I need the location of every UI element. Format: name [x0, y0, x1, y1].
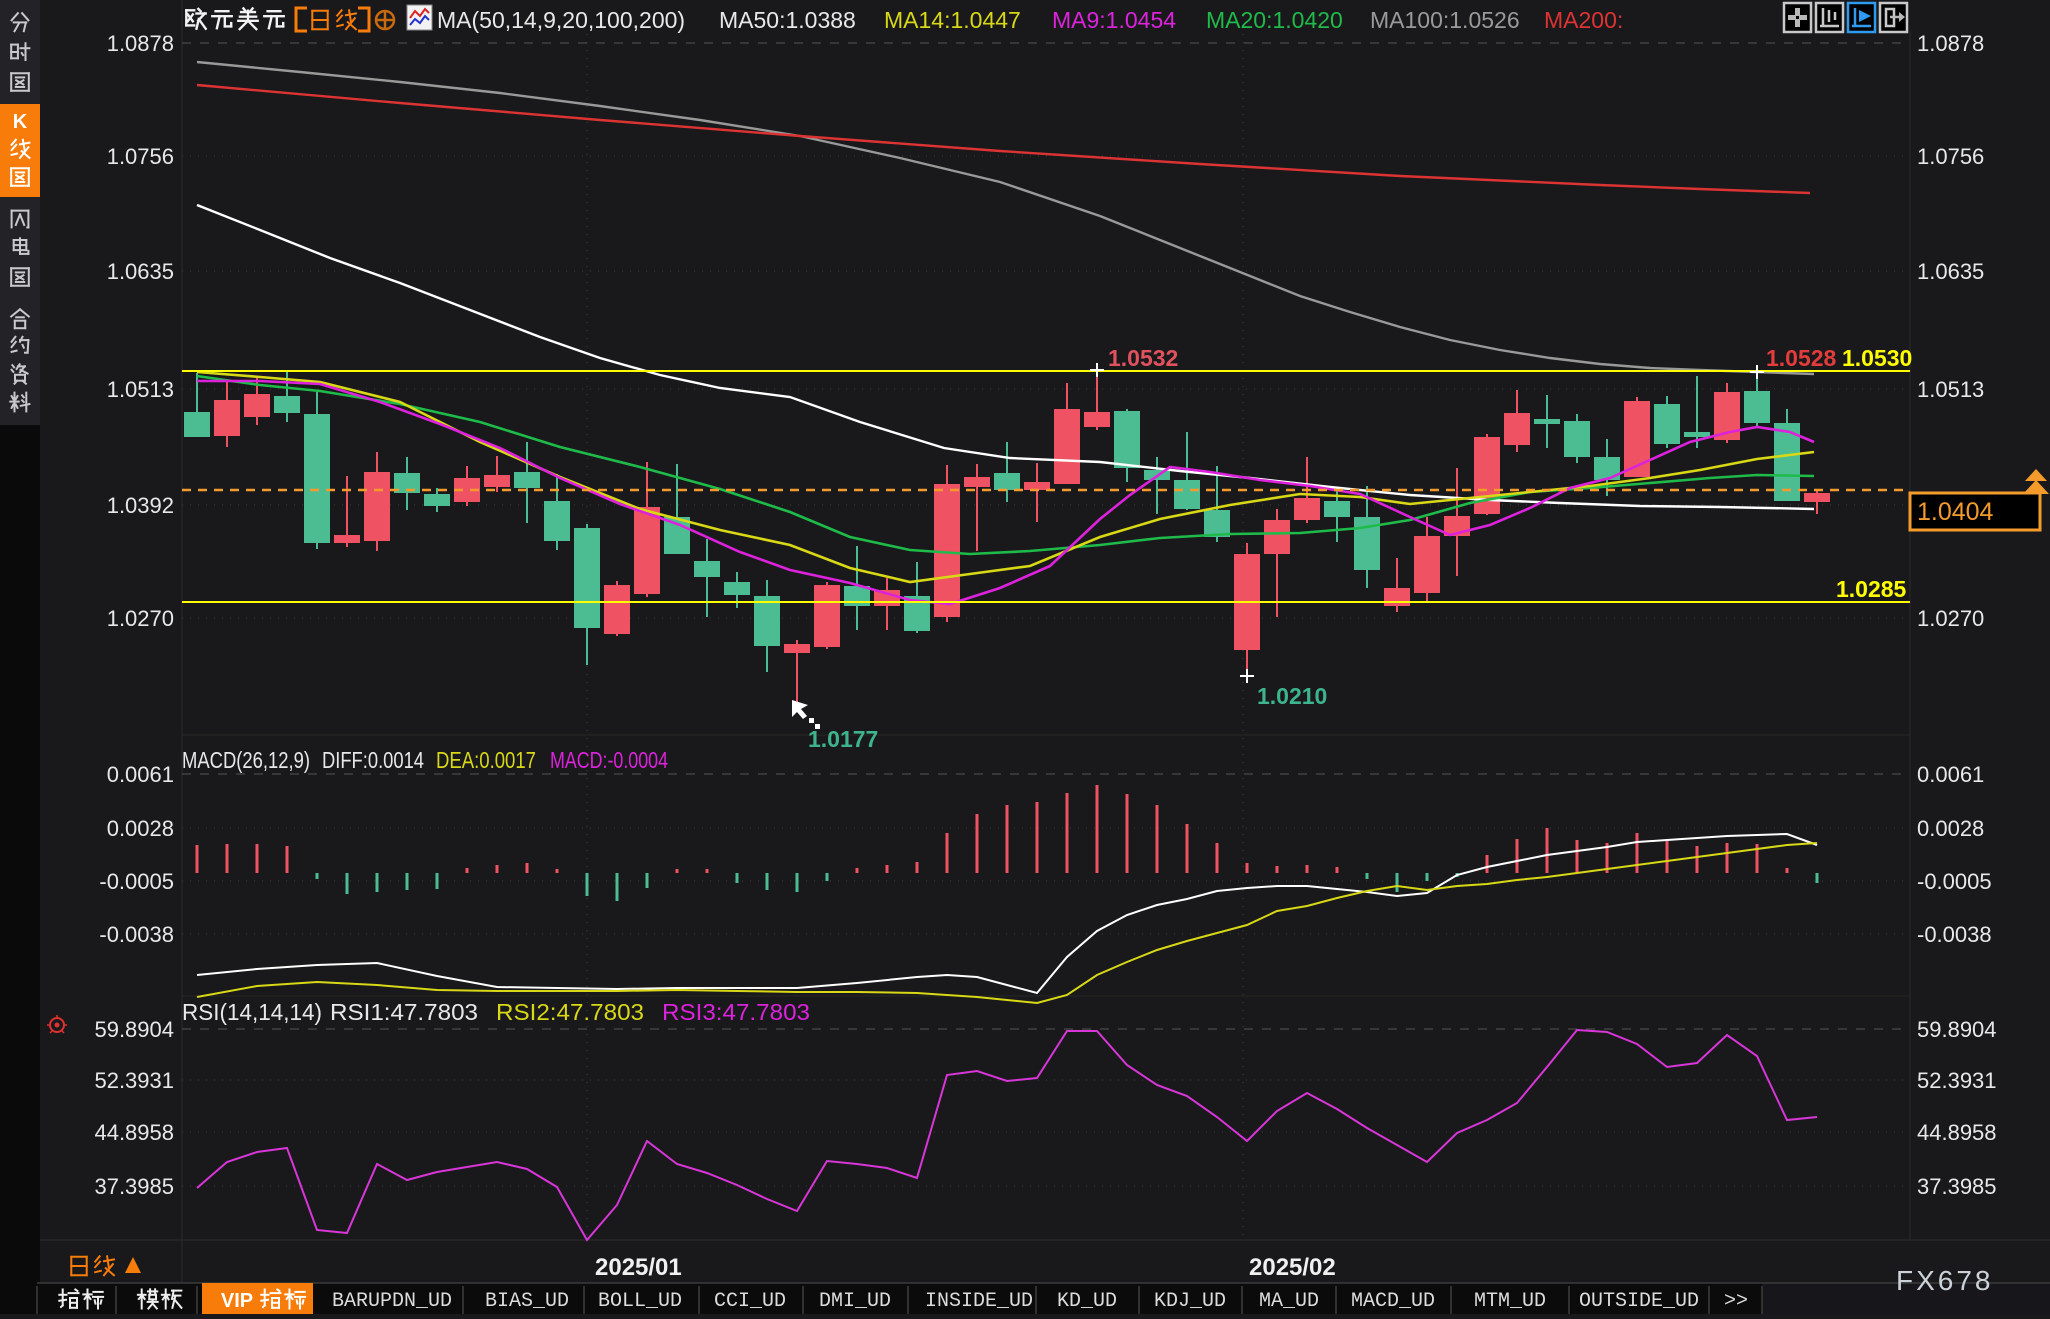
svg-text:1.0878: 1.0878	[1917, 31, 1984, 56]
svg-text:52.3931: 52.3931	[94, 1068, 174, 1093]
svg-text:FX678: FX678	[1896, 1265, 1994, 1296]
svg-text:1.0270: 1.0270	[107, 606, 174, 631]
svg-text:1.0756: 1.0756	[1917, 144, 1984, 169]
svg-text:VIP: VIP	[221, 1290, 253, 1312]
svg-text:59.8904: 59.8904	[94, 1017, 174, 1042]
svg-text:1.0285: 1.0285	[1836, 576, 1907, 602]
svg-text:MTM_UD: MTM_UD	[1474, 1290, 1546, 1313]
svg-text:DEA:0.0017: DEA:0.0017	[436, 747, 536, 773]
svg-text:MA_UD: MA_UD	[1259, 1290, 1319, 1313]
svg-text:BIAS_UD: BIAS_UD	[485, 1290, 569, 1313]
svg-text:44.8958: 44.8958	[1917, 1120, 1997, 1145]
svg-text:RSI1:47.7803: RSI1:47.7803	[330, 999, 478, 1025]
svg-text:OUTSIDE_UD: OUTSIDE_UD	[1579, 1290, 1699, 1313]
svg-text:RSI(14,14,14): RSI(14,14,14)	[182, 999, 322, 1025]
svg-text:1.0177: 1.0177	[808, 726, 878, 752]
svg-text:-0.0005: -0.0005	[1917, 869, 1992, 894]
svg-text:DIFF:0.0014: DIFF:0.0014	[322, 747, 424, 773]
svg-text:MA200:: MA200:	[1544, 7, 1623, 33]
svg-text:59.8904: 59.8904	[1917, 1017, 1997, 1042]
svg-text:52.3931: 52.3931	[1917, 1068, 1997, 1093]
svg-text:1.0404: 1.0404	[1917, 498, 1994, 526]
svg-text:1.0513: 1.0513	[107, 377, 174, 402]
svg-text:1.0210: 1.0210	[1257, 683, 1327, 709]
svg-text:0.0028: 0.0028	[1917, 816, 1984, 841]
svg-text:1.0392: 1.0392	[107, 493, 174, 518]
svg-text:37.3985: 37.3985	[1917, 1174, 1997, 1199]
svg-text:KDJ_UD: KDJ_UD	[1154, 1290, 1226, 1313]
svg-text:MA9:1.0454: MA9:1.0454	[1052, 7, 1176, 33]
svg-text:MACD(26,12,9): MACD(26,12,9)	[182, 747, 310, 773]
svg-text:37.3985: 37.3985	[94, 1174, 174, 1199]
svg-text:0.0061: 0.0061	[107, 762, 174, 787]
svg-text:0.0028: 0.0028	[107, 816, 174, 841]
svg-text:2025/01: 2025/01	[595, 1254, 682, 1281]
svg-text:-0.0038: -0.0038	[1917, 922, 1992, 947]
svg-text:BARUPDN_UD: BARUPDN_UD	[332, 1290, 452, 1313]
svg-text:1.0528: 1.0528	[1766, 345, 1837, 371]
svg-text:1.0635: 1.0635	[1917, 259, 1984, 284]
svg-text:1.0532: 1.0532	[1108, 345, 1178, 371]
svg-text:MA14:1.0447: MA14:1.0447	[884, 7, 1021, 33]
svg-text:MA100:1.0526: MA100:1.0526	[1370, 7, 1520, 33]
svg-text:44.8958: 44.8958	[94, 1120, 174, 1145]
svg-text:INSIDE_UD: INSIDE_UD	[925, 1290, 1033, 1313]
svg-text:1.0513: 1.0513	[1917, 377, 1984, 402]
svg-text:KD_UD: KD_UD	[1057, 1290, 1117, 1313]
svg-text:K: K	[13, 111, 28, 133]
svg-text:>>: >>	[1724, 1290, 1748, 1313]
svg-text:1.0530: 1.0530	[1842, 345, 1912, 371]
svg-text:2025/02: 2025/02	[1249, 1254, 1336, 1281]
svg-text:MA50:1.0388: MA50:1.0388	[719, 7, 856, 33]
svg-text:MA(50,14,9,20,100,200): MA(50,14,9,20,100,200)	[437, 7, 685, 33]
svg-text:RSI3:47.7803: RSI3:47.7803	[662, 999, 810, 1025]
svg-text:CCI_UD: CCI_UD	[714, 1290, 786, 1313]
svg-text:1.0635: 1.0635	[107, 259, 174, 284]
svg-text:MACD_UD: MACD_UD	[1351, 1290, 1435, 1313]
svg-text:-0.0005: -0.0005	[99, 869, 174, 894]
svg-text:MA20:1.0420: MA20:1.0420	[1206, 7, 1343, 33]
svg-text:1.0756: 1.0756	[107, 144, 174, 169]
svg-text:RSI2:47.7803: RSI2:47.7803	[496, 999, 644, 1025]
svg-text:MACD:-0.0004: MACD:-0.0004	[550, 747, 668, 773]
svg-text:BOLL_UD: BOLL_UD	[598, 1290, 682, 1313]
svg-text:1.0878: 1.0878	[107, 31, 174, 56]
svg-text:DMI_UD: DMI_UD	[819, 1290, 891, 1313]
svg-text:1.0270: 1.0270	[1917, 606, 1984, 631]
svg-text:0.0061: 0.0061	[1917, 762, 1984, 787]
svg-text:-0.0038: -0.0038	[99, 922, 174, 947]
